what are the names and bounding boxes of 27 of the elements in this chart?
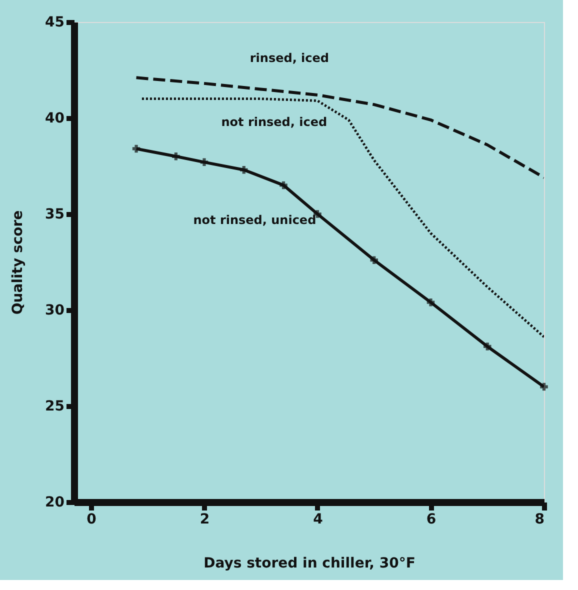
point xyxy=(240,166,248,174)
line-series xyxy=(140,98,544,338)
x-tick-label: 2 xyxy=(200,512,210,528)
y-tick-label: 45 xyxy=(45,14,64,30)
line-series xyxy=(134,76,544,180)
point xyxy=(280,181,288,190)
y-tick-label: 20 xyxy=(45,494,65,510)
x-tick-label: 8 xyxy=(534,512,544,528)
x-axis-title: Days stored in chiller, 30°F xyxy=(204,556,416,572)
series-label: not rinsed, iced xyxy=(221,114,328,129)
y-tick-label: 35 xyxy=(45,206,64,222)
point xyxy=(132,144,140,153)
x-tick-label: 6 xyxy=(426,512,436,528)
x-tick-label: 0 xyxy=(86,512,97,528)
point xyxy=(200,158,208,166)
point xyxy=(172,152,180,160)
point xyxy=(426,298,435,306)
point xyxy=(370,256,378,264)
x-tick-label: 4 xyxy=(313,512,324,528)
y-tick-label: 25 xyxy=(45,398,64,414)
series-label: rinsed, iced xyxy=(250,51,330,66)
y-tick-label: 30 xyxy=(45,302,65,318)
y-tick-label: 40 xyxy=(45,110,65,126)
point xyxy=(484,342,492,350)
y-axis-title: Quality score xyxy=(10,210,26,315)
series-label: not rinsed, uniced xyxy=(193,213,316,228)
point xyxy=(540,382,548,391)
